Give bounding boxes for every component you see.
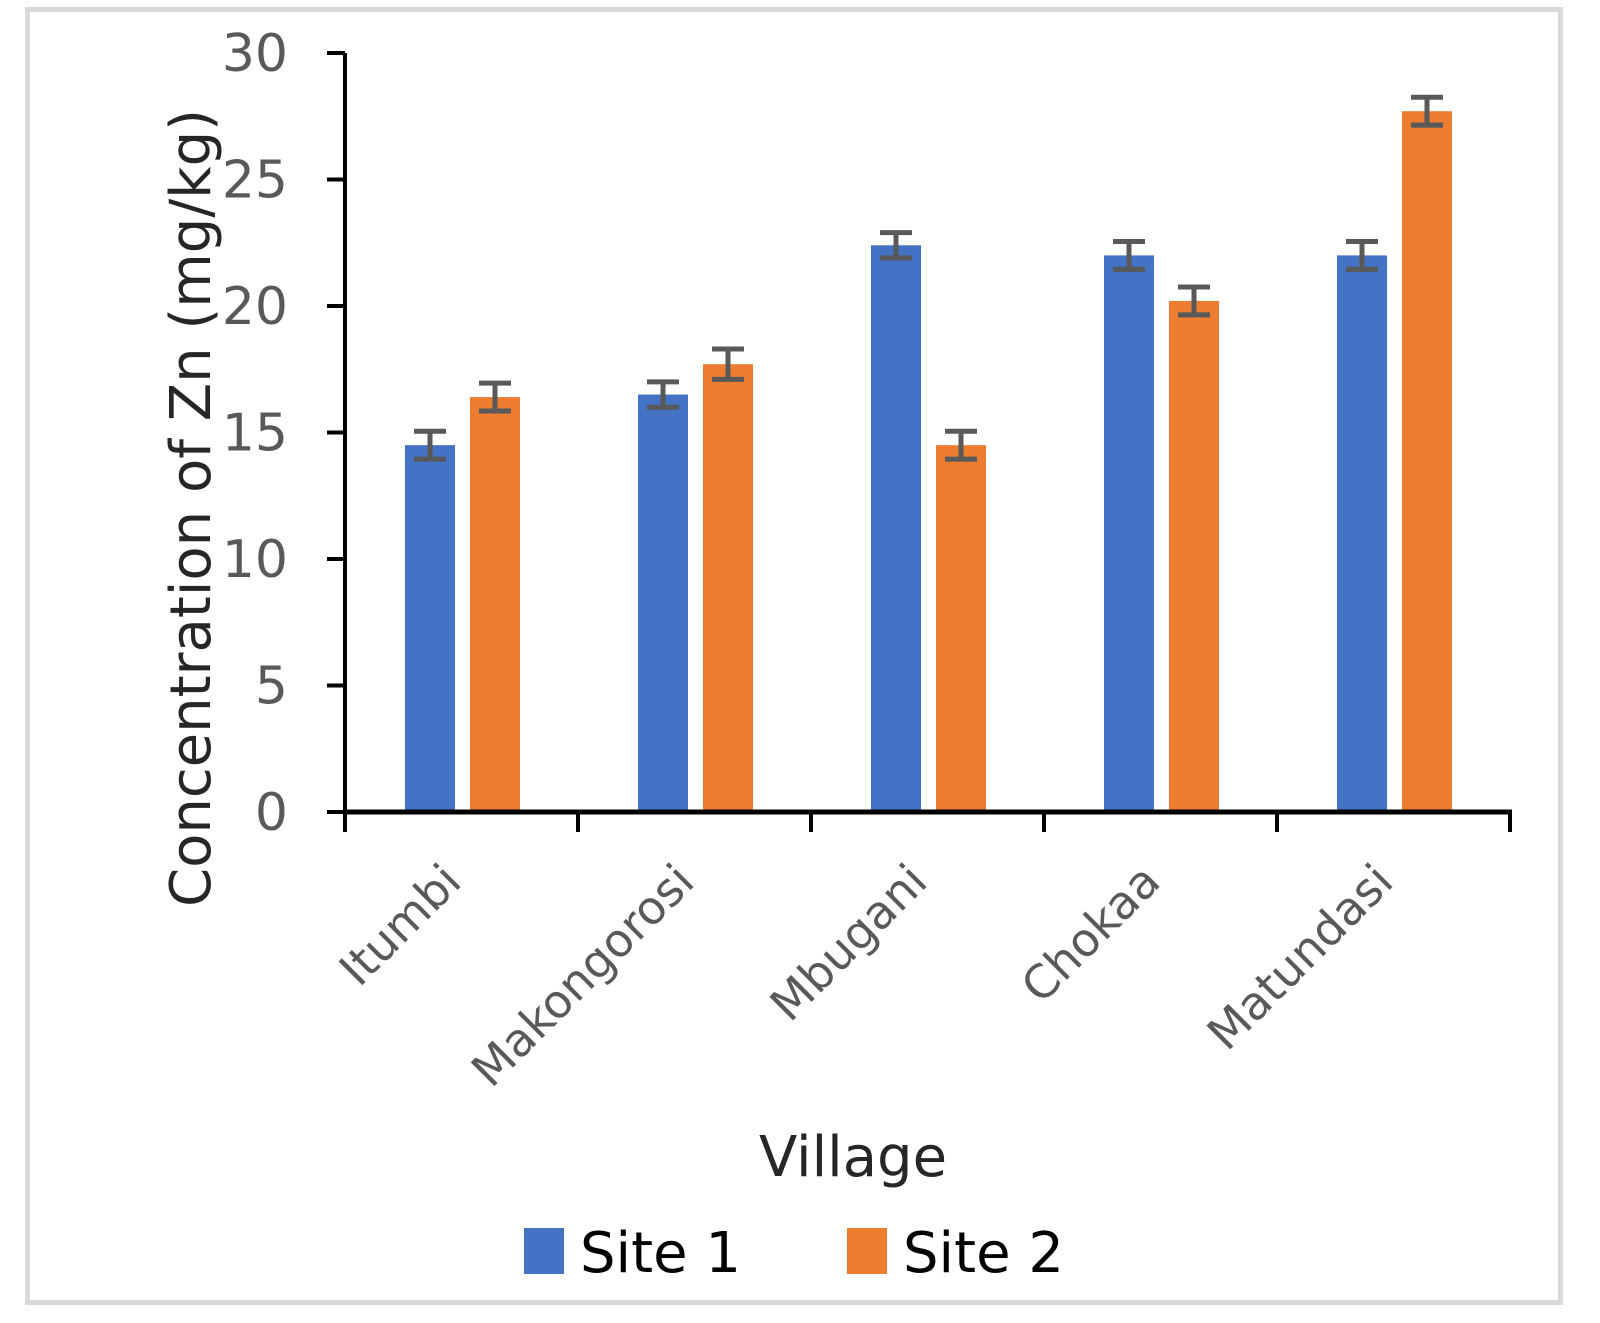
x-tick-label-mbugani: Mbugani — [760, 854, 938, 1032]
error-bars-layer — [414, 94, 1443, 462]
legend-swatch-site-2 — [847, 1228, 887, 1274]
bars-layer — [405, 111, 1452, 812]
error-bar-matundasi-site-2 — [1411, 94, 1443, 128]
bar-mbugani-site-1 — [871, 245, 921, 812]
error-bar-itumbi-site-2 — [479, 380, 511, 414]
error-bar-makongorosi-site-2 — [712, 346, 744, 382]
y-tick-label-5: 5 — [255, 657, 288, 717]
y-tick-label-10: 10 — [222, 530, 288, 590]
error-bar-chokaa-site-2 — [1178, 284, 1210, 318]
chart-frame — [25, 7, 1563, 1305]
y-tick-label-20: 20 — [222, 277, 288, 337]
legend-label-site-1: Site 1 — [580, 1221, 741, 1286]
y-tick-labels: 0 5 10 15 20 25 30 — [222, 24, 288, 843]
bar-makongorosi-site-2 — [703, 364, 753, 812]
x-tick-label-chokaa: Chokaa — [1011, 854, 1171, 1014]
bar-itumbi-site-1 — [405, 445, 455, 812]
x-tick-label-makongorosi: Makongorosi — [461, 854, 704, 1097]
bar-chokaa-site-2 — [1169, 300, 1219, 812]
bar-matundasi-site-2 — [1402, 111, 1452, 812]
axes-layer — [327, 51, 1512, 832]
y-tick-label-30: 30 — [222, 24, 288, 84]
x-axis-title: Village — [759, 1125, 947, 1190]
error-bar-mbugani-site-2 — [945, 428, 977, 462]
x-tick-label-itumbi: Itumbi — [329, 854, 472, 997]
error-bar-makongorosi-site-1 — [647, 379, 679, 410]
error-bar-itumbi-site-1 — [414, 428, 446, 462]
bar-mbugani-site-2 — [936, 445, 986, 812]
bar-chokaa-site-1 — [1104, 255, 1154, 812]
y-tick-label-0: 0 — [255, 783, 288, 843]
error-bar-chokaa-site-1 — [1113, 238, 1145, 272]
error-bar-matundasi-site-1 — [1346, 238, 1378, 272]
legend: Site 1 Site 2 — [524, 1221, 1064, 1286]
y-tick-label-15: 15 — [222, 404, 288, 464]
x-tick-label-matundasi: Matundasi — [1197, 854, 1404, 1061]
bar-makongorosi-site-1 — [638, 394, 688, 812]
legend-swatch-site-1 — [524, 1228, 564, 1274]
bar-itumbi-site-2 — [470, 397, 520, 812]
y-axis-title: Concentration of Zn (mg/kg) — [159, 109, 224, 907]
bar-matundasi-site-1 — [1337, 255, 1387, 812]
legend-label-site-2: Site 2 — [903, 1221, 1064, 1286]
error-bar-mbugani-site-1 — [880, 230, 912, 261]
y-tick-label-25: 25 — [222, 151, 288, 211]
